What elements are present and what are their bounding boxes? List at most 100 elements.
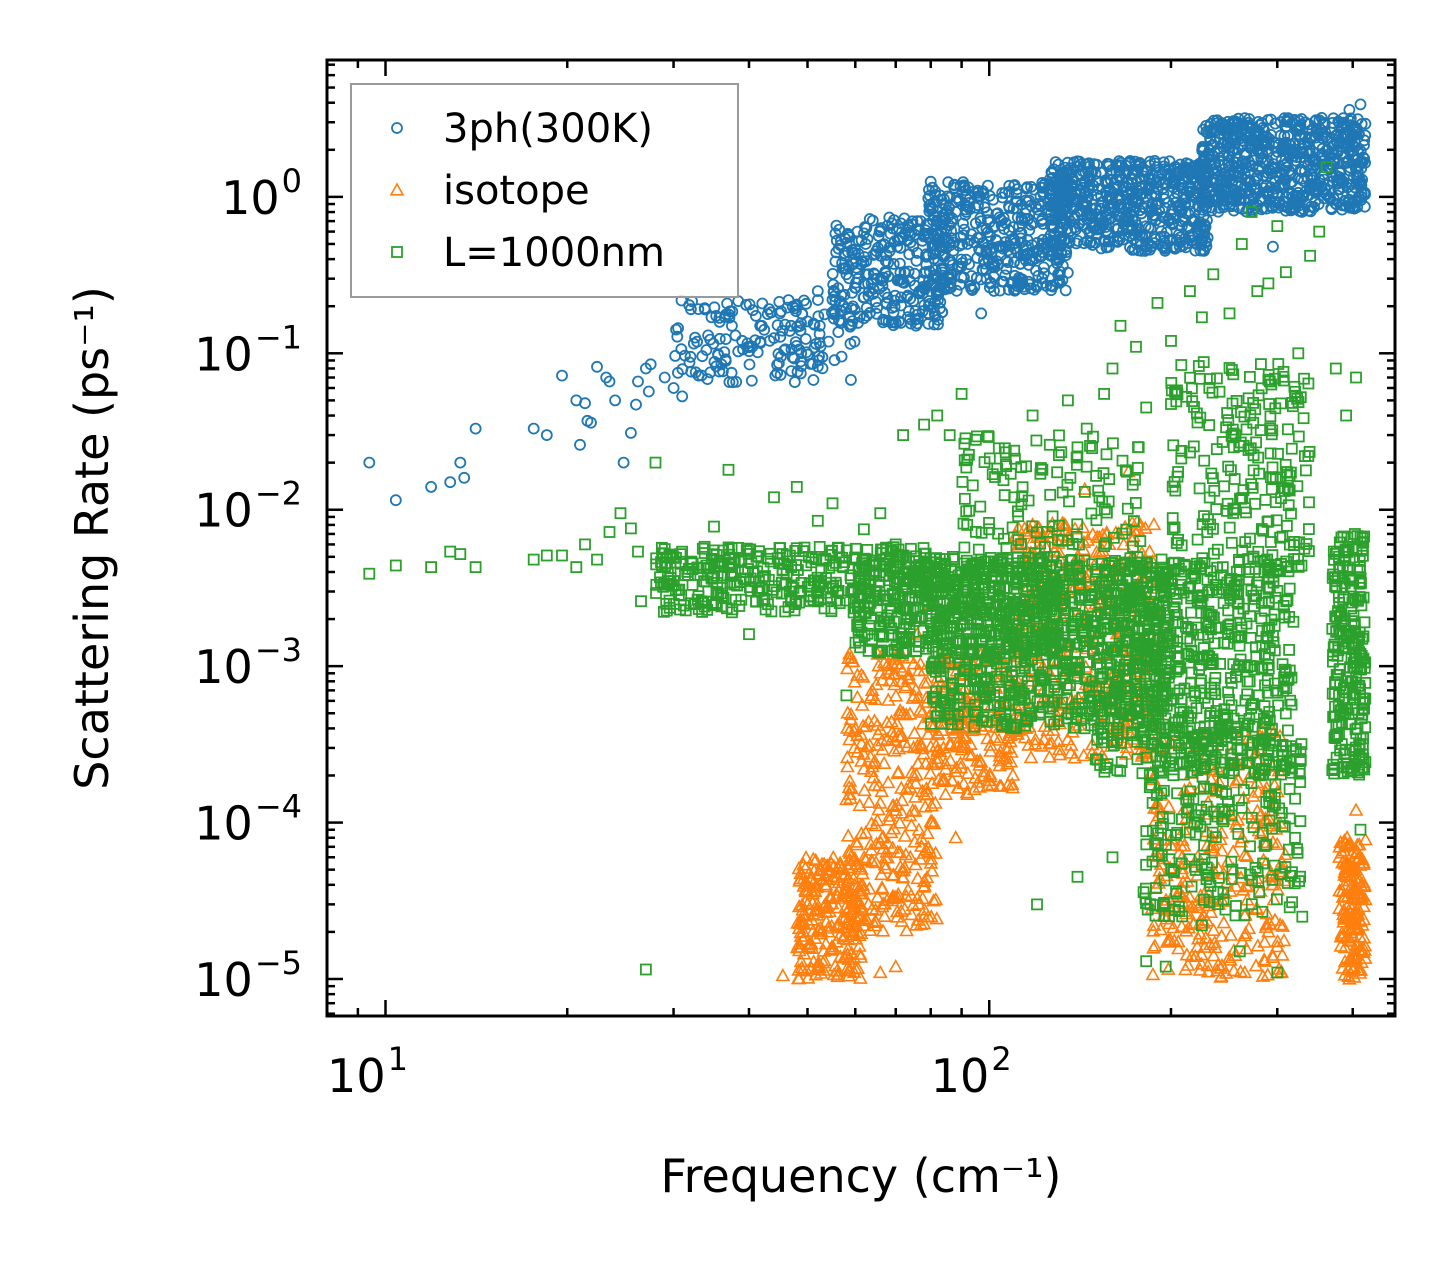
data-point	[1147, 212, 1159, 225]
data-point	[995, 219, 1008, 232]
data-point	[713, 311, 726, 324]
data-point	[763, 303, 775, 316]
data-point	[928, 307, 941, 320]
data-point	[794, 355, 807, 368]
data-point	[1044, 200, 1057, 213]
data-point	[848, 335, 861, 348]
data-point	[845, 373, 857, 386]
data-point	[1015, 227, 1028, 240]
data-point	[1083, 226, 1096, 239]
data-point	[966, 284, 979, 297]
data-point	[994, 284, 1006, 297]
data-point	[1103, 158, 1116, 171]
data-point	[963, 196, 976, 209]
data-point	[713, 315, 726, 328]
data-point	[957, 217, 969, 230]
data-point	[1101, 228, 1114, 241]
data-point	[1011, 280, 1024, 293]
data-point	[927, 202, 939, 215]
data-point	[888, 214, 900, 227]
data-point	[719, 333, 732, 346]
data-point	[1103, 201, 1115, 214]
data-point	[1045, 206, 1057, 219]
data-point	[813, 328, 826, 340]
data-point	[1056, 183, 1069, 196]
data-point	[702, 329, 714, 342]
data-point	[1045, 220, 1058, 233]
data-point	[833, 223, 846, 236]
data-point	[964, 203, 976, 216]
data-point	[795, 317, 807, 330]
data-point	[896, 276, 909, 289]
data-point	[938, 193, 950, 206]
series-circle-group	[363, 98, 1372, 507]
data-point	[1135, 244, 1148, 257]
data-point	[987, 193, 1000, 206]
data-point	[1139, 220, 1152, 233]
data-point	[1121, 209, 1133, 222]
data-point	[942, 176, 955, 189]
data-point	[1030, 280, 1043, 293]
data-point	[924, 297, 937, 310]
data-point	[689, 366, 702, 379]
data-point	[743, 345, 755, 358]
data-point	[1179, 232, 1192, 245]
data-point	[1035, 249, 1048, 262]
data-point	[671, 330, 684, 343]
data-point	[675, 343, 688, 356]
data-point	[1118, 167, 1131, 179]
data-point	[943, 219, 955, 232]
data-point	[928, 318, 941, 331]
data-point	[928, 252, 940, 265]
data-point	[850, 255, 862, 268]
data-point	[1171, 199, 1184, 212]
data-point	[1133, 222, 1145, 235]
data-point	[732, 345, 745, 358]
data-point	[1102, 235, 1115, 248]
data-point	[940, 242, 953, 255]
data-point	[1059, 284, 1072, 297]
data-point	[1201, 231, 1214, 244]
data-point	[750, 309, 762, 322]
data-point	[909, 305, 922, 317]
data-point	[1009, 242, 1021, 255]
data-point	[1070, 237, 1083, 250]
data-point	[1169, 174, 1182, 187]
data-point	[974, 245, 987, 258]
data-point	[670, 323, 682, 336]
data-point	[812, 354, 825, 367]
data-point	[1059, 161, 1072, 174]
data-point	[960, 253, 972, 266]
data-point	[795, 347, 808, 360]
data-point	[995, 249, 1007, 262]
data-point	[946, 259, 959, 272]
data-point	[847, 300, 859, 313]
data-point	[901, 289, 914, 302]
data-point	[889, 289, 901, 302]
data-point	[1144, 155, 1156, 168]
data-point	[1135, 207, 1148, 220]
data-point	[1069, 210, 1081, 222]
data-point	[980, 222, 993, 235]
data-point	[910, 319, 922, 332]
data-point	[997, 242, 1009, 255]
data-point	[1054, 276, 1066, 289]
data-point	[1299, 130, 1311, 143]
data-point	[1011, 211, 1024, 224]
data-point	[980, 246, 993, 259]
data-point	[1170, 233, 1183, 246]
data-point	[795, 360, 808, 373]
data-point	[1054, 265, 1066, 278]
data-point	[874, 223, 887, 236]
data-point	[1013, 220, 1025, 233]
data-point	[1010, 187, 1023, 200]
data-point	[1014, 273, 1026, 286]
data-point	[1023, 224, 1036, 237]
data-point	[873, 282, 886, 295]
data-point	[788, 376, 801, 389]
data-point	[773, 295, 786, 308]
data-point	[971, 251, 984, 264]
data-point	[679, 349, 691, 362]
data-point	[904, 313, 916, 326]
